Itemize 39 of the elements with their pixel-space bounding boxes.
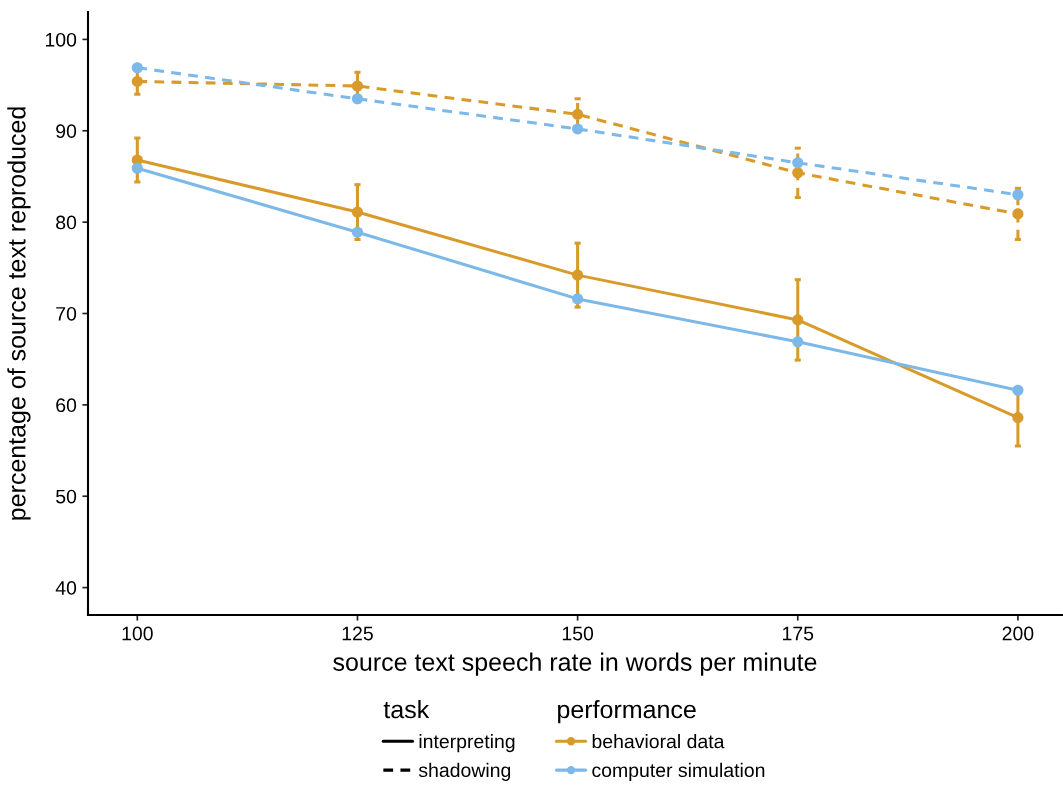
point <box>1012 384 1024 396</box>
point <box>792 157 804 169</box>
point <box>131 75 143 87</box>
point <box>131 62 143 74</box>
x-tick-label: 150 <box>562 626 594 641</box>
text: interpreting <box>419 734 515 753</box>
point <box>1012 189 1024 201</box>
y-tick-label: 60 <box>56 398 77 413</box>
point <box>572 269 584 281</box>
legend-label: computer simulation <box>592 762 765 781</box>
y-tick-label: 90 <box>56 124 77 139</box>
y-tick-label: 40 <box>55 581 77 595</box>
point <box>131 162 143 174</box>
point <box>351 206 364 218</box>
x-axis-title: source text speech rate in words per minute <box>333 652 817 676</box>
y-tick-label: 80 <box>56 215 77 230</box>
text: shadowing <box>418 762 511 781</box>
point <box>351 93 364 105</box>
x-tick-label: 200 <box>1002 626 1034 641</box>
point <box>351 80 364 92</box>
y-tick-label: 100 <box>45 32 77 47</box>
x-tick-label: 125 <box>342 626 373 641</box>
point <box>792 336 804 348</box>
point <box>1012 208 1024 220</box>
legend-title: performance <box>558 700 696 724</box>
legend-label: behavioral data <box>592 734 725 749</box>
point <box>351 226 364 238</box>
x-tick-label: 100 <box>122 626 153 641</box>
x-tick-label: 175 <box>783 626 814 641</box>
point <box>572 108 584 120</box>
text: task <box>383 700 430 719</box>
point <box>572 123 584 135</box>
point <box>1012 412 1024 424</box>
y-tick-label: 50 <box>56 489 77 504</box>
y-axis-title: percentage of source text reproduced <box>7 107 31 520</box>
point <box>792 314 804 326</box>
y-tick-label: 70 <box>56 306 77 321</box>
point <box>572 293 584 305</box>
point <box>792 167 804 179</box>
